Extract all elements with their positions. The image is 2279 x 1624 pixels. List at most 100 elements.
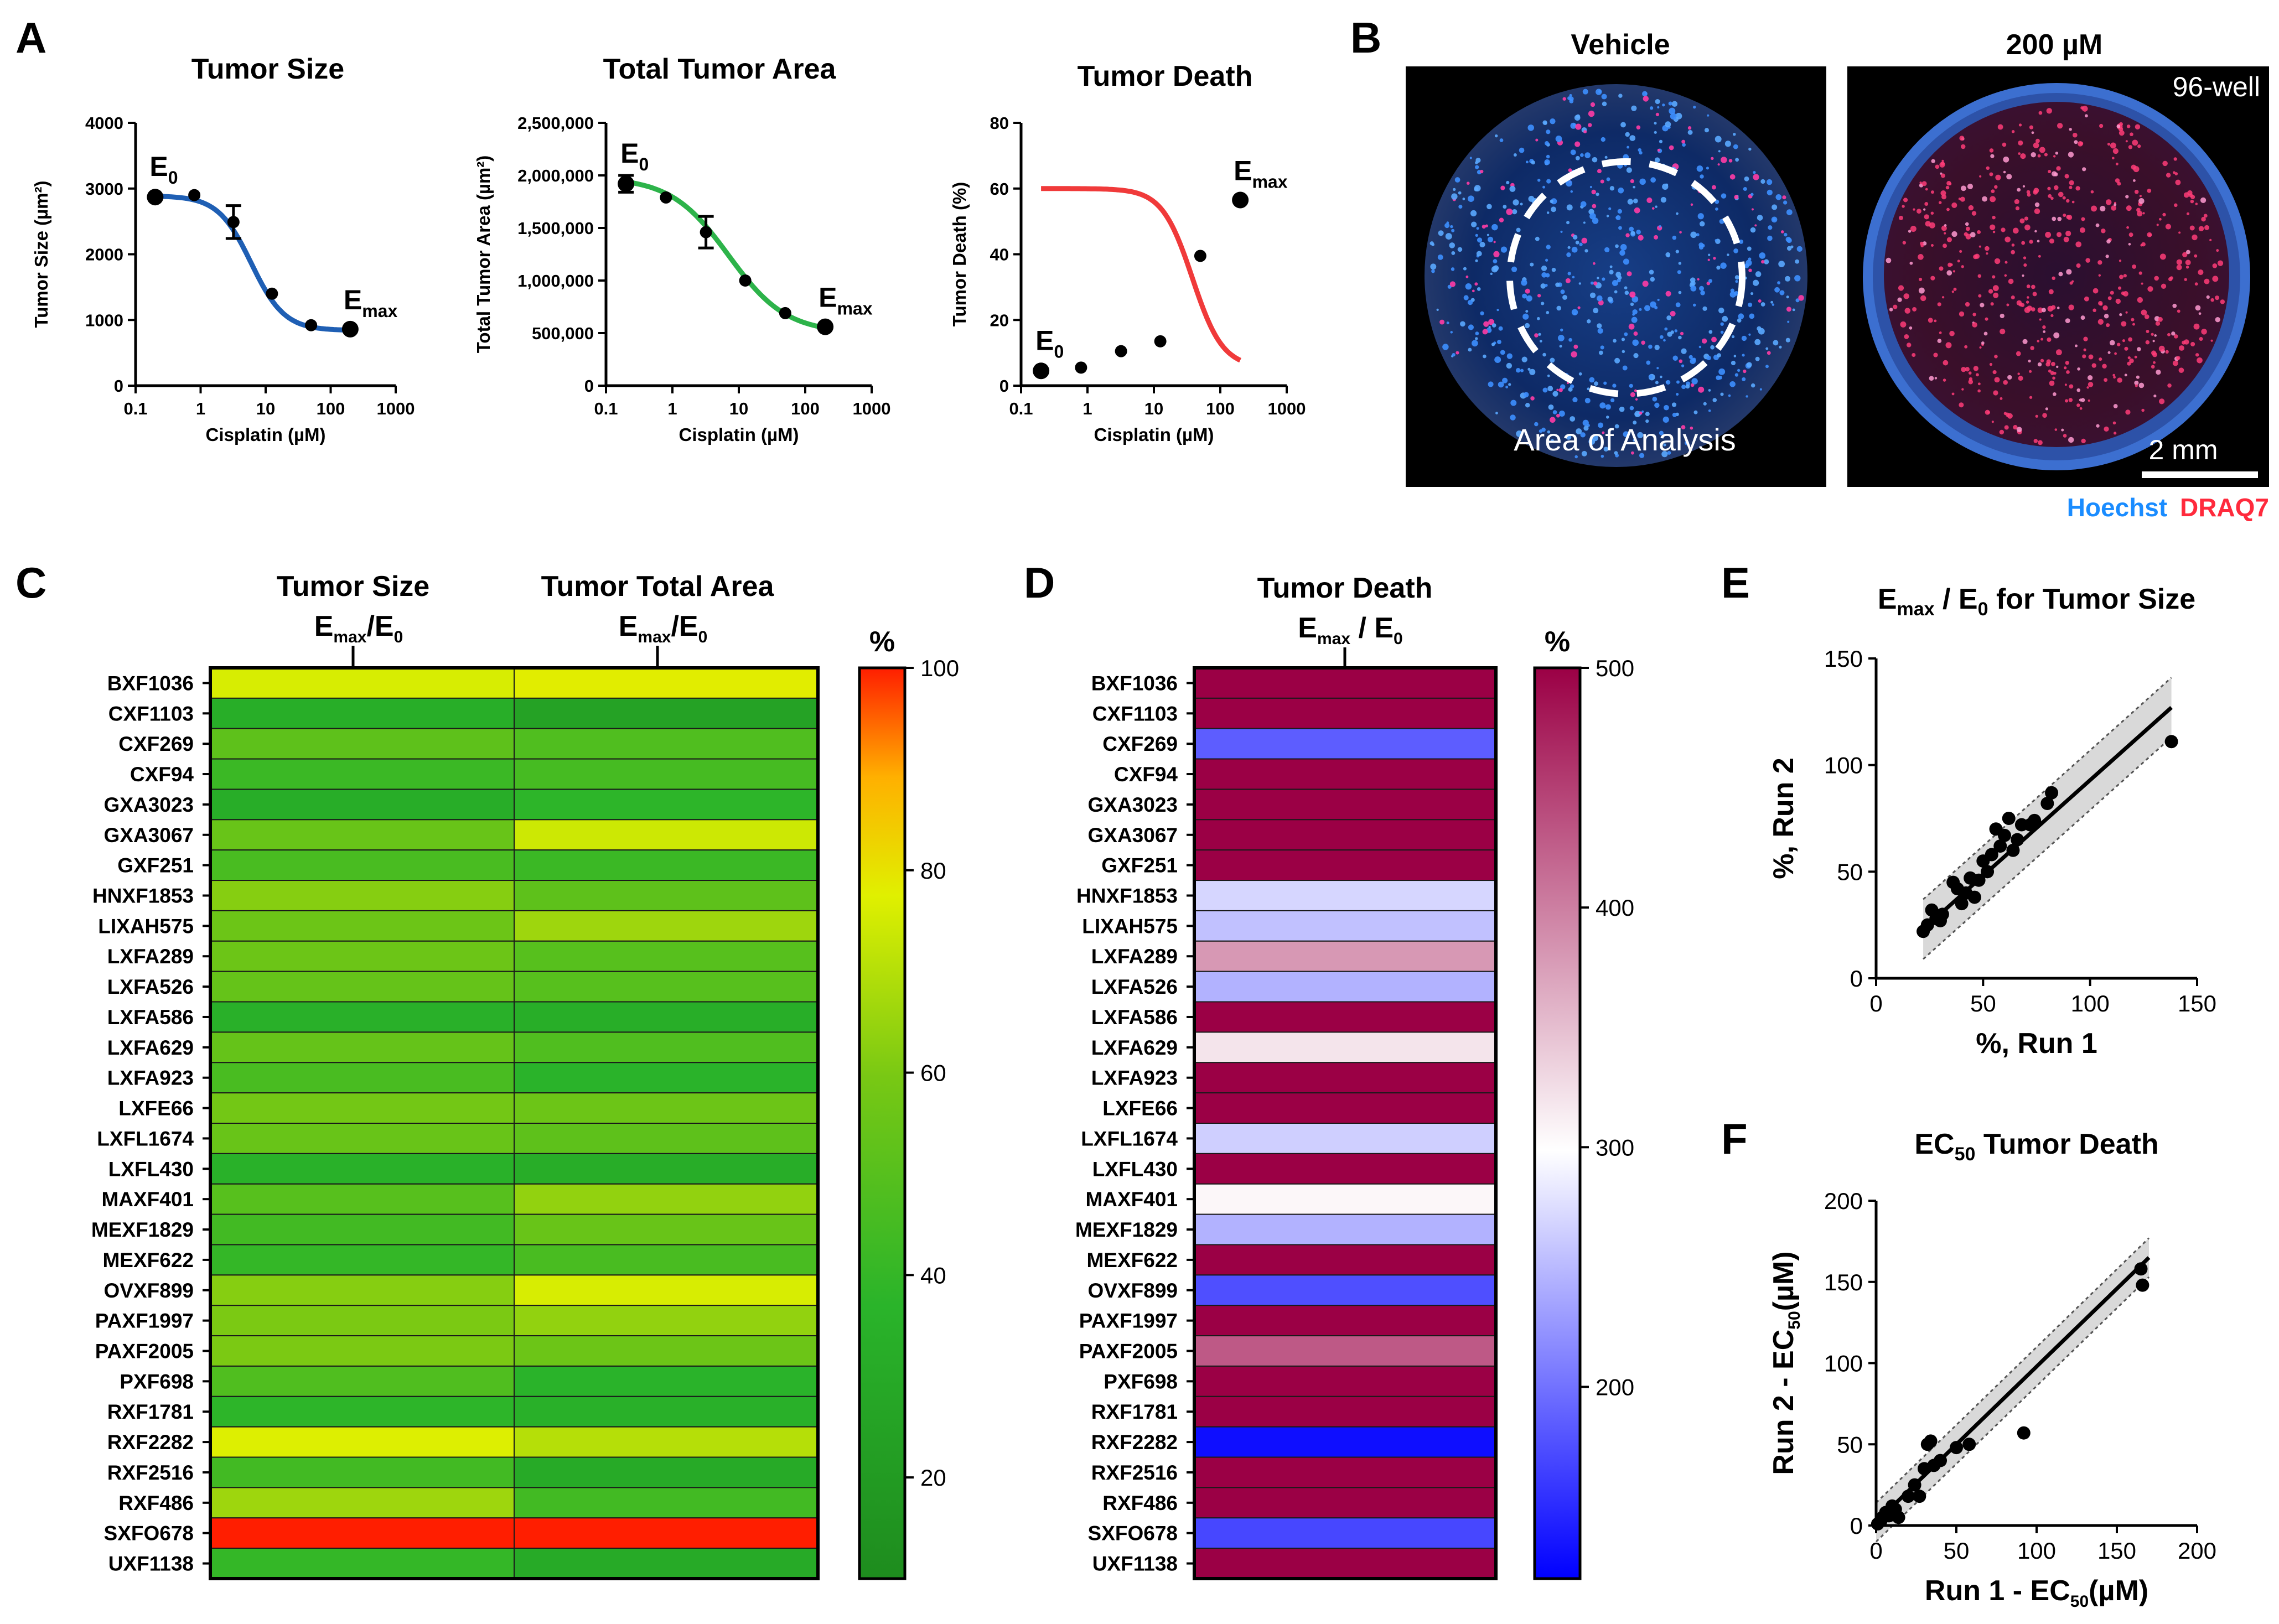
heatmap-cell xyxy=(210,1426,515,1458)
heatmap-cell xyxy=(1194,1305,1496,1337)
ec50-scatter: EC50 Tumor Death 0 50 100 150 200 0 50 100 150 200… xyxy=(1768,1128,2216,1611)
treated-cell-speckle xyxy=(1886,106,2225,445)
y-tick-label: 2000 xyxy=(85,245,123,264)
heatmap-cell xyxy=(514,1062,819,1094)
heatmap-cell xyxy=(210,971,515,1003)
data-point xyxy=(2045,786,2059,800)
y-tick-label: 200 xyxy=(1824,1188,1863,1214)
heatmap-cell xyxy=(1194,910,1496,942)
vehicle-title: Vehicle xyxy=(1571,29,1670,61)
heatmap-cell xyxy=(1194,667,1496,699)
y-tick-label: 500,000 xyxy=(532,324,594,343)
row-label: LXFA526 xyxy=(107,976,194,998)
y-axis-label: Tumor Size (µm²) xyxy=(31,181,51,328)
heatmap-cell xyxy=(210,1092,515,1124)
y-axis-label: Run 2 - EC50(µM) xyxy=(1768,1251,1804,1475)
y-tick-label: 0 xyxy=(1850,966,1863,992)
x-tick-label: 0 xyxy=(1869,990,1882,1016)
y-tick-label: 1000 xyxy=(85,310,123,330)
end-annotation: Emax xyxy=(819,282,873,319)
x-tick-label: 100 xyxy=(791,399,820,418)
y-tick-label: 2,500,000 xyxy=(517,113,594,133)
start-annotation: E0 xyxy=(149,151,178,188)
band-lower xyxy=(1923,736,2172,960)
start-annotation: E0 xyxy=(620,138,649,174)
x-tick-label: 1000 xyxy=(1268,399,1306,418)
panel-letter-b: B xyxy=(1350,13,1381,62)
panel-letter-a: A xyxy=(15,13,46,62)
row-label: RXF486 xyxy=(118,1492,194,1514)
heatmap-cell xyxy=(514,728,819,760)
heatmap-cell xyxy=(1194,1031,1496,1063)
chart-title: Tumor Size xyxy=(191,53,344,85)
heatmap-cell xyxy=(210,667,515,699)
row-label: GXA3067 xyxy=(1088,824,1178,847)
heatmap-cell xyxy=(210,1517,515,1549)
heatmap-cell xyxy=(1194,1001,1496,1033)
row-label: MAXF401 xyxy=(101,1188,194,1211)
y-tick-label: 1,000,000 xyxy=(517,271,594,290)
data-point xyxy=(1033,362,1050,380)
data-point xyxy=(618,175,635,193)
heatmap-cell xyxy=(514,1548,819,1579)
colorbar-tick-label: 20 xyxy=(920,1465,946,1491)
data-point xyxy=(817,318,834,335)
heatmap-cell xyxy=(1194,1395,1496,1428)
row-label: PXF698 xyxy=(120,1370,194,1393)
colorbar-tick-label: 200 xyxy=(1596,1374,1634,1400)
data-point xyxy=(1908,1478,1921,1492)
panel-letter-c: C xyxy=(15,558,46,607)
data-point xyxy=(2134,1262,2148,1276)
row-label: GXA3067 xyxy=(104,824,194,847)
heatmap-cell xyxy=(210,1001,515,1033)
data-point xyxy=(700,226,712,238)
end-annotation: Emax xyxy=(344,284,398,321)
heatmap-cell xyxy=(1194,1487,1496,1519)
data-point xyxy=(1993,839,2007,853)
row-label: RXF486 xyxy=(1102,1492,1178,1514)
row-label: BXF1036 xyxy=(1091,672,1178,694)
data-point xyxy=(1998,828,2011,842)
y-tick-label: 100 xyxy=(1824,753,1863,779)
scatter-title: EC50 Tumor Death xyxy=(1914,1128,2158,1165)
treated-title: 200 µM xyxy=(2006,29,2102,61)
scale-bar-label: 2 mm xyxy=(2149,434,2218,465)
row-label: LXFA526 xyxy=(1091,976,1178,998)
x-tick-label: 50 xyxy=(1944,1538,1970,1564)
x-tick-label: 150 xyxy=(2178,990,2216,1016)
data-point xyxy=(1115,345,1127,357)
tumor-death-chart: Tumor Death 0 20 40 60 80 0.1 1 10 100 1000 Cisplat… xyxy=(949,60,1306,445)
column-subheader: Emax/E0 xyxy=(314,610,403,646)
row-label: UXF1138 xyxy=(1092,1553,1178,1575)
y-tick-label: 150 xyxy=(1824,1269,1863,1295)
heatmap-cell xyxy=(210,1062,515,1094)
axes xyxy=(134,123,396,387)
heatmap-cell xyxy=(514,910,819,942)
heatmap-cell xyxy=(210,910,515,942)
row-label: LXFL430 xyxy=(108,1158,194,1180)
microscopy-panel: Vehicle 200 µM Area of Analysis 96-well … xyxy=(1406,29,2269,522)
column-header: Tumor Total Area xyxy=(541,570,775,603)
colorbar-tick-label: 500 xyxy=(1596,655,1634,681)
x-tick-label: 0.1 xyxy=(594,399,618,418)
data-point xyxy=(1955,897,1969,911)
data-point xyxy=(305,319,318,331)
heatmap-cell xyxy=(210,758,515,790)
heatmap-cell xyxy=(210,1123,515,1154)
x-tick-label: 50 xyxy=(1970,990,1996,1016)
row-label: MAXF401 xyxy=(1085,1188,1178,1211)
x-tick-label: 200 xyxy=(2178,1538,2216,1564)
heatmap-cell xyxy=(514,1426,819,1458)
fit-curve xyxy=(625,179,826,330)
heatmap-cell xyxy=(514,758,819,790)
heatmap-cell xyxy=(210,1274,515,1306)
plate-format-label: 96-well xyxy=(2173,71,2260,102)
data-point xyxy=(1194,250,1206,262)
data-point xyxy=(1892,1511,1905,1524)
fit-line xyxy=(1874,1256,2151,1524)
colorbar-tick-label: 40 xyxy=(920,1262,946,1288)
column-subheader: Emax/E0 xyxy=(619,610,708,646)
heatmap-cell xyxy=(1194,1335,1496,1367)
data-point xyxy=(227,216,240,229)
y-tick-label: 4000 xyxy=(85,113,123,133)
